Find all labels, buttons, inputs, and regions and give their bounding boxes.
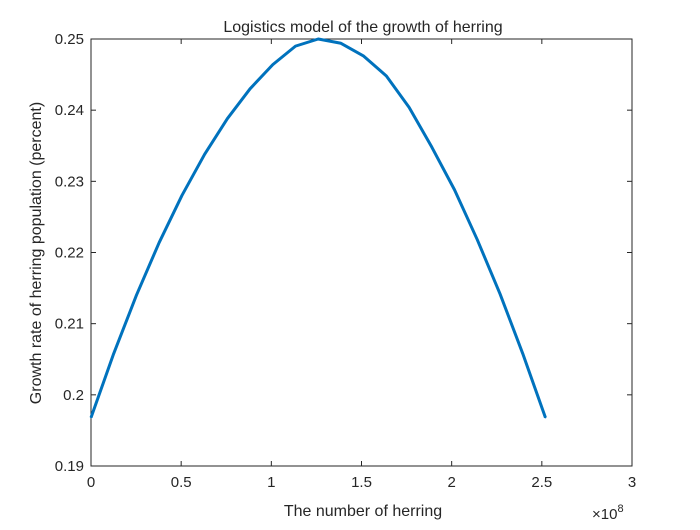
data-point xyxy=(158,241,160,244)
plot-area xyxy=(90,38,633,467)
data-point xyxy=(340,42,342,45)
data-point xyxy=(476,238,479,241)
data-point xyxy=(112,352,115,355)
data-point xyxy=(271,63,274,66)
data-point xyxy=(499,292,501,295)
x-tick-label: 0.5 xyxy=(171,474,192,491)
x-tick-label: 3 xyxy=(628,474,636,491)
y-axis: 0.19 0.2 0.21 0.22 0.23 0.24 0.25 xyxy=(55,31,632,475)
data-point xyxy=(181,194,183,197)
y-tick-label: 0.25 xyxy=(55,31,84,48)
data-point xyxy=(203,153,206,156)
data-point xyxy=(385,75,388,77)
data-point xyxy=(521,352,524,355)
chart-title: Logistics model of the growth of herring xyxy=(223,19,502,36)
y-tick-label: 0.23 xyxy=(55,173,84,190)
x-tick-label: 2 xyxy=(447,474,455,491)
x-exponent-base: ×10 xyxy=(592,506,617,523)
data-point xyxy=(544,416,547,419)
x-tick-label: 2.5 xyxy=(531,474,552,491)
data-point xyxy=(317,38,320,40)
y-axis-title: Growth rate of herring population (perce… xyxy=(28,102,45,404)
y-tick-label: 0.24 xyxy=(55,102,84,119)
data-point xyxy=(431,146,433,148)
x-axis: 0 0.5 1 1.5 2 2.5 3 xyxy=(87,39,636,491)
x-tick-label: 1.5 xyxy=(351,474,372,491)
data-point xyxy=(362,55,365,57)
y-tick-label: 0.2 xyxy=(63,387,84,404)
x-axis-exponent: ×108 xyxy=(592,503,624,523)
series-layer xyxy=(89,37,547,419)
y-tick-label: 0.21 xyxy=(55,316,84,333)
data-point xyxy=(90,416,92,419)
x-tick-label: 1 xyxy=(267,474,275,491)
x-tick-label: 0 xyxy=(87,474,95,491)
y-tick-label: 0.22 xyxy=(55,245,84,262)
x-axis-title: The number of herring xyxy=(284,503,442,520)
x-exponent-power: 8 xyxy=(617,503,623,515)
data-point xyxy=(226,117,229,120)
data-point xyxy=(294,45,297,47)
y-tick-label: 0.19 xyxy=(55,458,84,475)
data-point xyxy=(408,106,410,109)
data-point xyxy=(453,189,456,191)
data-point xyxy=(135,294,138,297)
data-point xyxy=(249,88,251,90)
